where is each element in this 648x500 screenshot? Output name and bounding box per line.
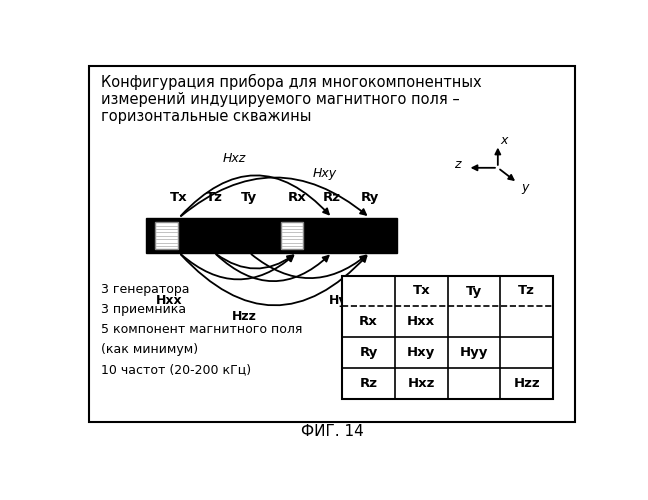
- Text: Rz: Rz: [360, 377, 378, 390]
- Text: Tz: Tz: [205, 192, 222, 204]
- Bar: [342, 276, 553, 399]
- Text: x: x: [500, 134, 507, 146]
- Text: 3 генератора
3 приемника
5 компонент магнитного поля
(как минимум)
10 частот (20: 3 генератора 3 приемника 5 компонент маг…: [101, 284, 303, 376]
- Text: y: y: [521, 181, 529, 194]
- Text: Hzz: Hzz: [232, 310, 257, 322]
- Text: Tx: Tx: [412, 284, 430, 298]
- Text: Hxy: Hxy: [312, 167, 336, 180]
- Text: ФИГ. 14: ФИГ. 14: [301, 424, 364, 439]
- Text: Ty: Ty: [466, 284, 482, 298]
- Bar: [156, 222, 178, 248]
- Text: Hxx: Hxx: [156, 294, 182, 307]
- Text: z: z: [454, 158, 461, 171]
- Text: Hyy: Hyy: [329, 294, 356, 307]
- Bar: [281, 222, 303, 248]
- Text: Hxy: Hxy: [407, 346, 435, 359]
- Text: Tx: Tx: [170, 192, 188, 204]
- Text: Rx: Rx: [359, 316, 378, 328]
- Text: Tz: Tz: [518, 284, 535, 298]
- Text: Ty: Ty: [241, 192, 257, 204]
- Bar: [146, 218, 397, 252]
- Text: Hzz: Hzz: [513, 377, 540, 390]
- Text: Ry: Ry: [360, 346, 378, 359]
- Text: Rz: Rz: [323, 192, 341, 204]
- Text: Hxz: Hxz: [408, 377, 435, 390]
- Text: Конфигурация прибора для многокомпонентных
измерений индуцируемого магнитного по: Конфигурация прибора для многокомпонентн…: [101, 74, 481, 124]
- Text: Ry: Ry: [361, 192, 379, 204]
- Text: Rx: Rx: [288, 192, 307, 204]
- Text: Hxx: Hxx: [407, 316, 435, 328]
- Text: Hyy: Hyy: [460, 346, 488, 359]
- Text: Hxz: Hxz: [222, 152, 246, 164]
